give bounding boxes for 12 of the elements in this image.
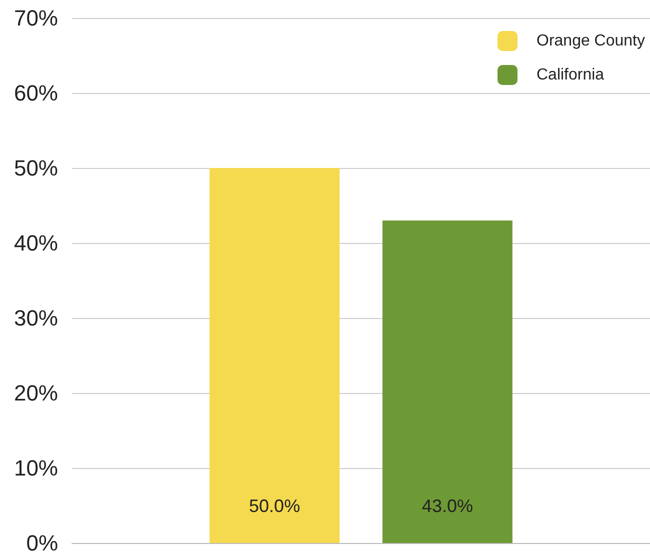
y-tick-label: 0% [26, 530, 58, 556]
data-label: 43.0% [422, 496, 473, 516]
data-label: 50.0% [249, 496, 300, 516]
legend-label: Orange County [536, 32, 646, 50]
y-tick-label: 70% [14, 6, 58, 30]
legend-label: California [536, 66, 604, 84]
y-tick-label: 40% [14, 230, 58, 256]
y-tick-label: 50% [14, 156, 58, 180]
y-tick-label: 60% [14, 80, 58, 106]
y-tick-label: 20% [14, 380, 58, 406]
y-tick-label: 10% [14, 456, 58, 480]
y-tick-label: 30% [14, 306, 58, 330]
